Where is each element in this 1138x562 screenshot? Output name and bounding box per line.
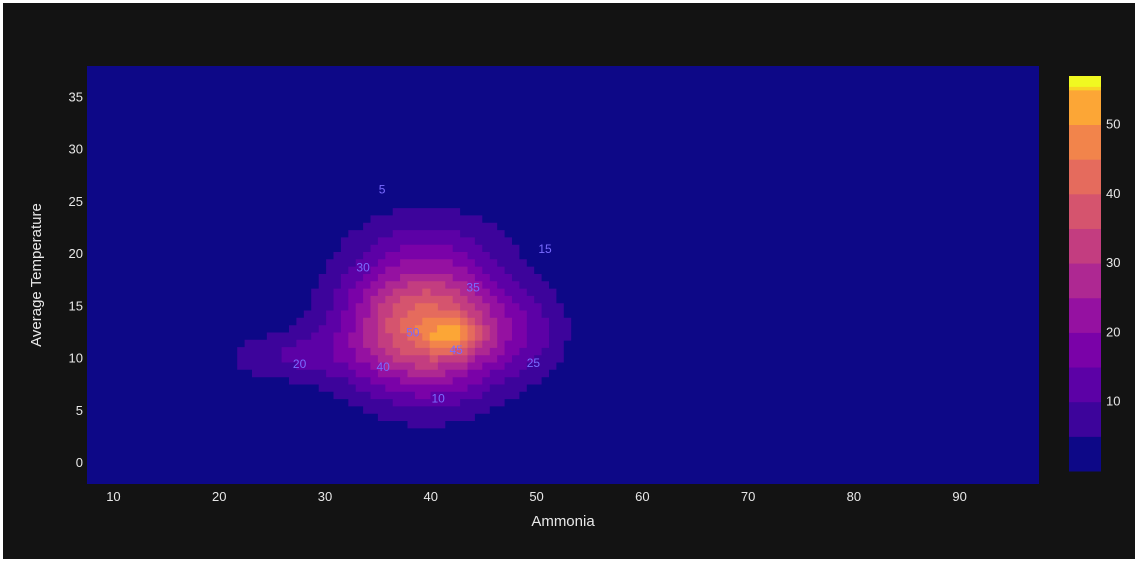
contour-levels	[237, 208, 572, 429]
colorbar-ticks: 10 20 30 40 50	[1106, 117, 1120, 409]
plot-area	[87, 66, 1039, 484]
colorbar-band	[1069, 263, 1101, 299]
contour-label-45: 45	[449, 343, 463, 357]
x-tick-label: 20	[212, 489, 226, 504]
contour-label-25: 25	[527, 356, 541, 370]
y-tick-label: 20	[69, 246, 83, 261]
chart-frame: 5 10 15 20 25 30 35 40 45 50 10 20 30 40 50 60 70 80 90 0…	[3, 3, 1135, 559]
colorbar-band	[1069, 401, 1101, 437]
colorbar-band	[1069, 193, 1101, 229]
x-tick-label: 50	[529, 489, 543, 504]
y-tick-label: 10	[69, 351, 83, 366]
y-tick-label: 25	[69, 194, 83, 209]
colorbar-tick-label: 20	[1106, 324, 1120, 339]
colorbar-tick-label: 40	[1106, 186, 1120, 201]
colorbar-tick-label: 30	[1106, 255, 1120, 270]
contour-label-40: 40	[376, 360, 390, 374]
x-tick-label: 90	[952, 489, 966, 504]
contour-level-30	[377, 281, 490, 370]
contour-label-5: 5	[379, 182, 386, 196]
y-tick-label: 15	[69, 298, 83, 313]
x-tick-label: 10	[106, 489, 120, 504]
colorbar-band	[1069, 367, 1101, 403]
x-tick-label: 40	[424, 489, 438, 504]
x-axis-title: Ammonia	[531, 513, 595, 530]
colorbar-band	[1069, 297, 1101, 333]
contour-label-15: 15	[538, 242, 552, 256]
colorbar-band	[1069, 436, 1101, 472]
y-axis-title: Average Temperature	[28, 203, 45, 347]
colorbar-band	[1069, 124, 1101, 160]
colorbar	[1069, 76, 1101, 472]
colorbar-tick-label: 10	[1106, 394, 1120, 409]
colorbar-band	[1069, 159, 1101, 195]
contour-label-20: 20	[293, 357, 307, 371]
x-tick-label: 30	[318, 489, 332, 504]
y-tick-label: 5	[76, 403, 83, 418]
x-tick-label: 70	[741, 489, 755, 504]
y-tick-label: 0	[76, 455, 83, 470]
contour-label-10: 10	[432, 391, 446, 405]
x-tick-label: 80	[847, 489, 861, 504]
y-tick-label: 35	[69, 89, 83, 104]
colorbar-band	[1069, 332, 1101, 368]
x-axis-ticks: 10 20 30 40 50 60 70 80 90	[106, 489, 967, 504]
contour-level-5	[237, 208, 572, 429]
contour-labels: 5 10 15 20 25 30 35 40 45 50	[293, 182, 552, 405]
contour-level-50	[429, 325, 461, 341]
contour-label-30: 30	[356, 261, 370, 275]
x-tick-label: 60	[635, 489, 649, 504]
y-tick-label: 30	[69, 142, 83, 157]
colorbar-band	[1069, 89, 1101, 126]
contour-label-35: 35	[466, 281, 480, 295]
contour-level-40	[400, 303, 475, 356]
colorbar-tick-label: 50	[1106, 117, 1120, 132]
y-axis-ticks: 0 5 10 15 20 25 30 35	[69, 89, 83, 470]
contour-level-35	[385, 288, 483, 363]
colorbar-band	[1069, 228, 1101, 264]
colorbar-band	[1069, 76, 1101, 87]
contour-label-50: 50	[406, 325, 420, 339]
colorbar-band	[1069, 86, 1101, 91]
